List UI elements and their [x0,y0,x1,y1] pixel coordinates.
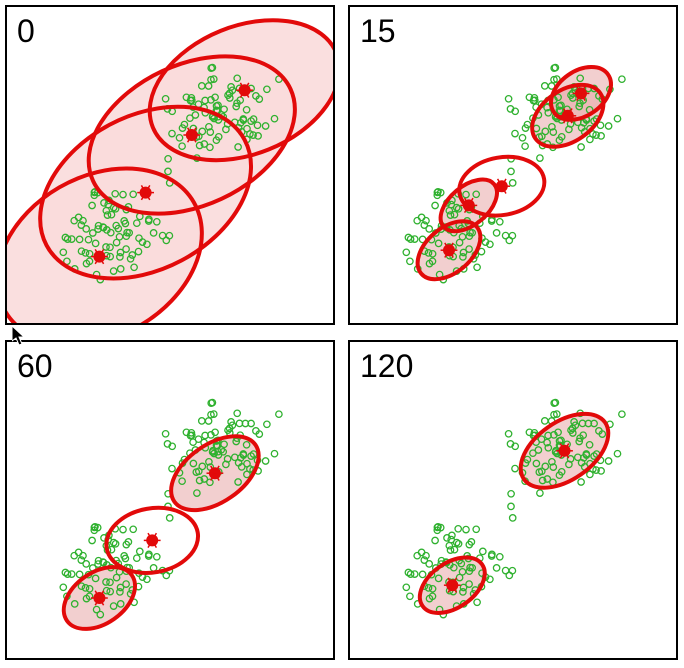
data-point [493,230,499,236]
data-point [519,135,525,141]
data-point [537,490,543,496]
data-point [512,465,518,471]
panel-60: 60 [5,340,335,660]
data-point [89,537,95,543]
data-point [510,180,516,186]
panel-0: 0 [5,5,335,325]
data-point [412,236,418,242]
data-point [134,555,140,561]
data-point [508,168,514,174]
data-point [614,451,620,457]
data-point [512,130,518,136]
panel-0-svg [7,7,335,325]
data-point [414,553,420,559]
data-point [474,599,480,605]
data-point [234,410,240,416]
data-point [169,465,175,471]
data-point [578,479,584,485]
data-point [455,526,461,532]
data-point [522,143,528,149]
data-point [167,515,173,521]
data-point [271,451,277,457]
data-point [60,584,66,590]
data-point [162,431,168,437]
data-point [199,418,205,424]
data-point [537,155,543,161]
data-point [542,83,548,89]
data-point [412,571,418,577]
data-point [154,554,160,560]
data-point [619,76,625,82]
data-point [508,491,514,497]
data-point [587,471,593,477]
data-point [403,584,409,590]
data-point [432,537,438,543]
data-point [473,526,479,532]
data-point [509,233,515,239]
data-point [497,554,503,560]
data-point [407,258,413,264]
panel-15-svg [350,7,678,325]
data-point [418,549,424,555]
panel-60-svg [7,342,335,660]
data-point [262,458,268,464]
data-point [510,515,516,521]
data-point [418,214,424,220]
data-point [505,96,511,102]
data-point [480,548,486,554]
data-point [407,593,413,599]
data-point [605,458,611,464]
data-point [614,116,620,122]
data-point [493,565,499,571]
data-point [605,123,611,129]
panel-120-svg [350,342,678,660]
data-point [69,571,75,577]
data-point [432,202,438,208]
data-point [508,503,514,509]
data-point [403,249,409,255]
data-point [497,219,503,225]
data-point [474,264,480,270]
data-point [276,411,282,417]
figure-canvas: 0 15 60 120 [0,0,684,668]
panel-120: 120 [348,340,678,660]
data-point [71,553,77,559]
data-point [447,547,453,553]
data-point [505,431,511,437]
data-point [264,421,270,427]
data-point [509,568,515,574]
panel-15: 15 [348,5,678,325]
data-point [190,439,196,445]
data-point [75,549,81,555]
data-point [120,526,126,532]
data-point [587,136,593,142]
data-point [76,571,82,577]
data-point [137,548,143,554]
data-point [619,411,625,417]
data-point [150,565,156,571]
data-point [578,144,584,150]
data-point [419,571,425,577]
data-point [205,418,211,424]
data-point [542,418,548,424]
data-point [414,218,420,224]
data-point [130,526,136,532]
data-point [463,526,469,532]
